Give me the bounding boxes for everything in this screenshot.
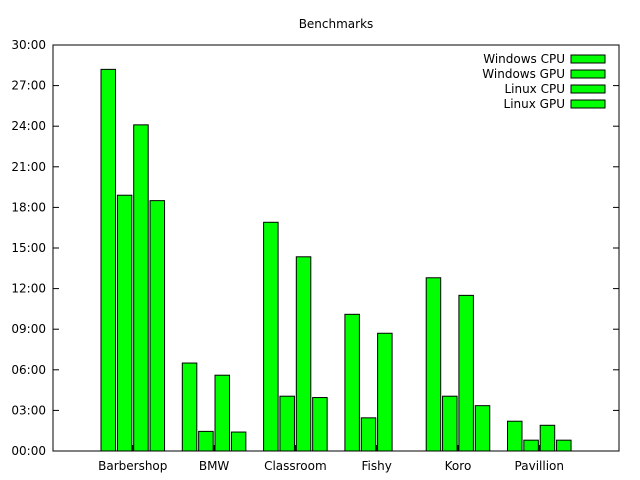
legend-swatch [570, 84, 606, 94]
x-tick-label: Fishy [362, 459, 392, 473]
y-tick-label: 15:00 [11, 241, 46, 255]
bar [377, 332, 393, 452]
bars [100, 68, 572, 452]
bar [100, 68, 116, 452]
bar [149, 200, 166, 452]
y-tick-label: 03:00 [11, 403, 46, 417]
bar [198, 430, 214, 452]
bar [230, 431, 247, 452]
y-tick-label: 00:00 [11, 444, 46, 458]
x-axis-labels: Barbershop BMW Classroom Fishy Koro Pavillion [98, 445, 564, 473]
bar [556, 439, 572, 452]
y-tick-label: 24:00 [11, 119, 46, 133]
y-tick-label: 21:00 [11, 160, 46, 174]
bar [263, 221, 279, 452]
legend-swatch [570, 99, 606, 109]
y-tick-label: 18:00 [11, 200, 46, 214]
x-tick-label: Barbershop [98, 459, 167, 473]
y-tick-label: 09:00 [11, 322, 46, 336]
bar [474, 405, 491, 452]
x-tick-label: Classroom [264, 459, 327, 473]
x-tick-label: Koro [445, 459, 472, 473]
legend-label: Linux GPU [504, 97, 565, 111]
bar [181, 362, 198, 452]
y-axis-ticks: 00:00 03:00 06:00 09:00 12:00 15:00 18:00 21:00… [11, 38, 619, 458]
bar [425, 277, 442, 452]
bar [295, 256, 312, 452]
legend-swatch [570, 69, 606, 79]
bar [279, 395, 295, 452]
bar [442, 395, 458, 452]
chart-title: Benchmarks [299, 17, 374, 31]
y-tick-label: 06:00 [11, 363, 46, 377]
bar [133, 124, 149, 452]
y-tick-label: 27:00 [11, 79, 46, 93]
legend-label: Linux CPU [504, 82, 565, 96]
bar [507, 420, 523, 452]
bar [344, 313, 360, 452]
bar [458, 294, 474, 452]
bar [116, 194, 133, 452]
legend-label: Windows CPU [483, 52, 565, 66]
x-tick-label: BMW [199, 459, 230, 473]
bar [360, 417, 377, 452]
bar [523, 439, 539, 452]
bar [539, 424, 556, 452]
legend-swatch [570, 54, 606, 64]
bar [214, 374, 230, 452]
x-tick-label: Pavillion [515, 459, 564, 473]
legend-label: Windows GPU [482, 67, 565, 81]
y-tick-label: 30:00 [11, 38, 46, 52]
y-tick-label: 12:00 [11, 282, 46, 296]
bar [312, 397, 328, 452]
